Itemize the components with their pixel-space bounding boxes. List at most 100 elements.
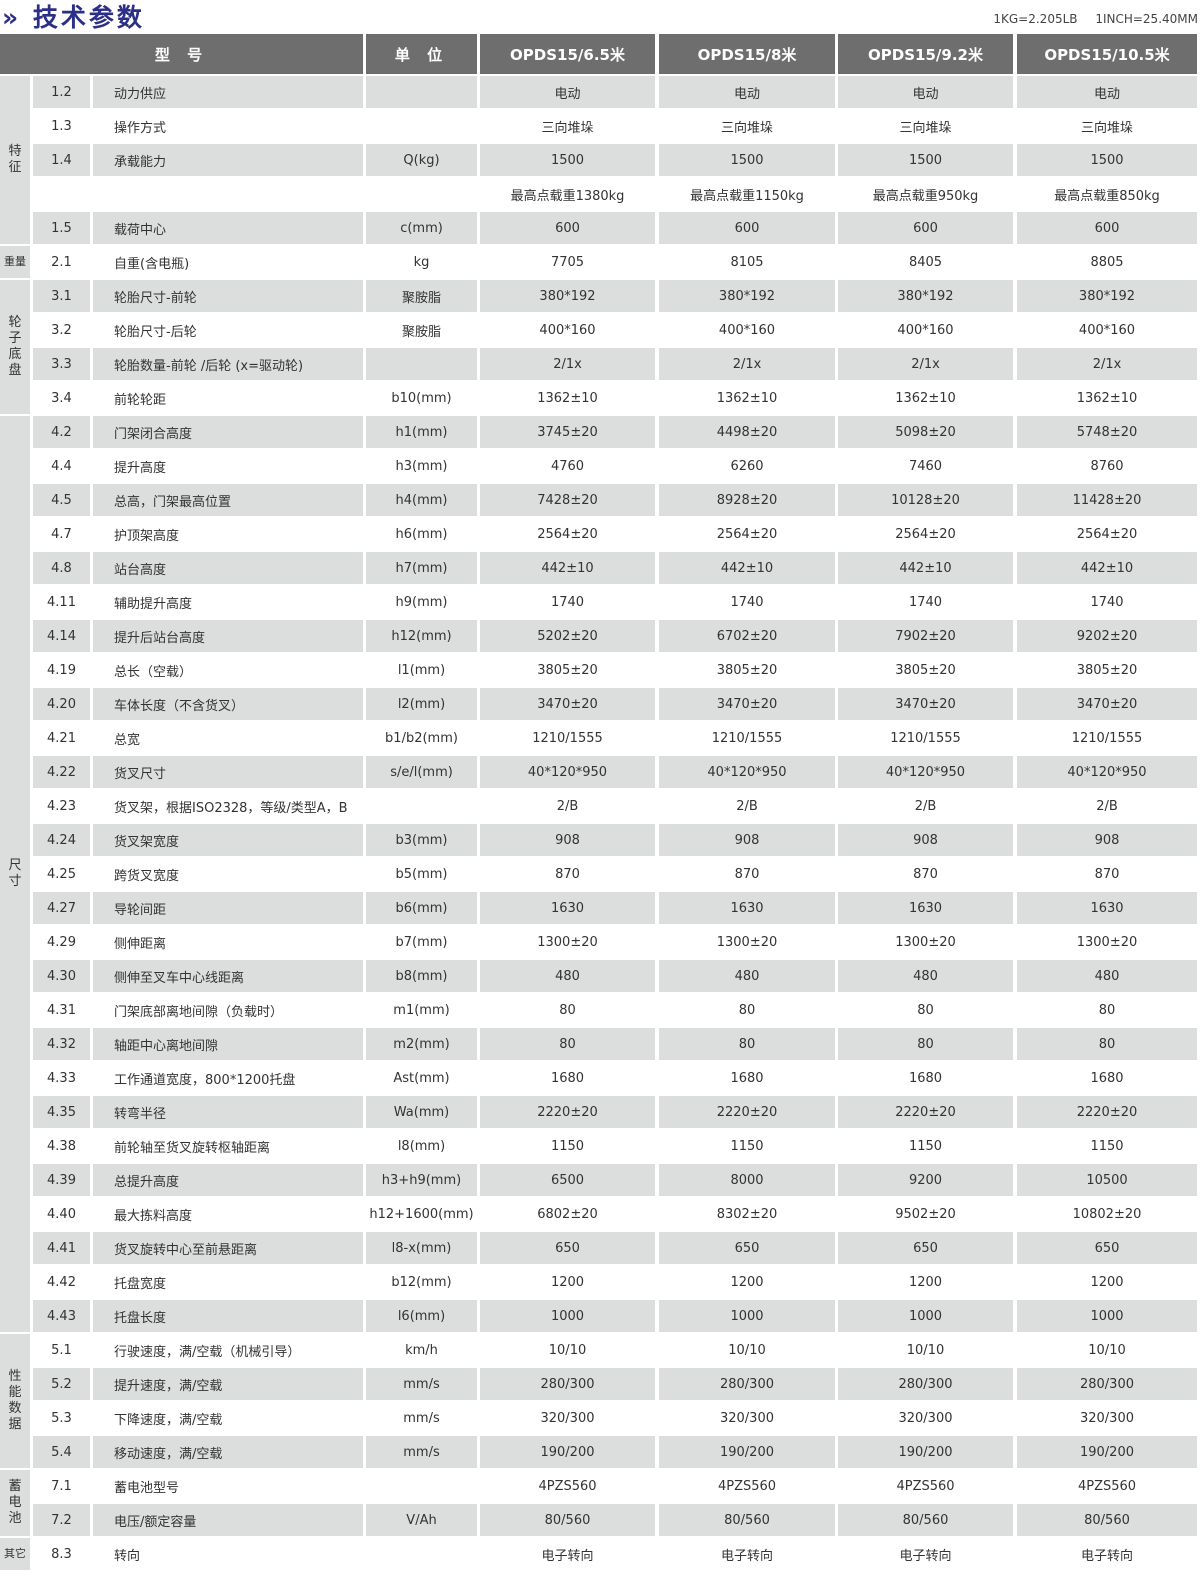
row-value: 2/B <box>736 798 758 814</box>
row-value: 4PZS560 <box>1077 1478 1137 1494</box>
row-unit: b3(mm) <box>366 824 477 856</box>
row-num: 4.27 <box>33 892 90 924</box>
row-value: 电子转向 <box>1080 1548 1133 1564</box>
row-value: 4PZS560 <box>896 1478 955 1494</box>
row-value: 1500 <box>1017 144 1197 176</box>
row-value: 7705 <box>550 254 585 270</box>
row-unit: m2(mm) <box>366 1028 477 1060</box>
row-value: 1000 <box>838 1300 1013 1332</box>
row-value: 870 <box>913 866 938 882</box>
row-value: 10/10 <box>906 1342 945 1358</box>
row-value: 320/300 <box>1079 1410 1134 1426</box>
row-value: 10802±20 <box>1072 1206 1142 1222</box>
row-num: 4.43 <box>33 1300 90 1332</box>
row-num: 4.39 <box>33 1164 90 1196</box>
row-name <box>93 178 363 210</box>
row-value: 2564±20 <box>537 526 598 542</box>
row-value: 1300±20 <box>716 934 778 950</box>
row-value: 电子转向 <box>899 1548 952 1564</box>
row-value: 3745±20 <box>480 416 655 448</box>
group-label: 尺 寸 <box>0 416 30 1332</box>
row-value: 2564±20 <box>716 526 778 542</box>
row-value: 3470±20 <box>480 688 655 720</box>
row-value: 8805 <box>1090 254 1124 270</box>
row-unit: b12(mm) <box>391 1274 452 1290</box>
row-value: 1000 <box>659 1300 835 1332</box>
row-num: 1.4 <box>33 144 90 176</box>
row-value: 8105 <box>730 254 764 270</box>
row-value: 480 <box>480 960 655 992</box>
row-value: 80 <box>738 1002 756 1018</box>
row-value: 1210/1555 <box>532 730 603 746</box>
row-value: 40*120*950 <box>659 756 835 788</box>
row-name: 货叉尺寸 <box>93 756 363 788</box>
row-value: 最高点载重1380kg <box>510 188 625 204</box>
row-value: 9200 <box>838 1164 1013 1196</box>
row-value: 320/300 <box>540 1410 595 1426</box>
row-value: 380*192 <box>1017 280 1197 312</box>
row-value: 4498±20 <box>659 416 835 448</box>
row-value: 11428±20 <box>1017 484 1197 516</box>
row-unit: b1/b2(mm) <box>385 730 458 746</box>
row-num: 4.23 <box>47 798 76 814</box>
row-value: 380*192 <box>480 280 655 312</box>
row-value: 1200 <box>550 1274 585 1290</box>
row-name: 导轮间距 <box>93 892 363 924</box>
row-unit <box>366 76 477 108</box>
row-value: 10128±20 <box>838 484 1013 516</box>
row-name: 转向 <box>114 1548 141 1564</box>
row-num: 1.3 <box>51 118 72 134</box>
row-num: 3.3 <box>33 348 90 380</box>
row-value: 2220±20 <box>838 1096 1013 1128</box>
row-value: 600 <box>480 212 655 244</box>
row-value: 2/1x <box>480 348 655 380</box>
row-value: 280/300 <box>480 1368 655 1400</box>
row-unit <box>366 790 477 822</box>
row-unit: m1(mm) <box>393 1002 450 1018</box>
row-value: 5748±20 <box>1017 416 1197 448</box>
row-value: 1150 <box>550 1138 585 1154</box>
row-num: 1.5 <box>33 212 90 244</box>
row-value: 6802±20 <box>537 1206 598 1222</box>
row-name: 前轮轮距 <box>114 392 167 408</box>
group-label: 其它 <box>0 1538 30 1570</box>
row-value: 320/300 <box>719 1410 774 1426</box>
row-value: 442±10 <box>659 552 835 584</box>
row-value: 2564±20 <box>895 526 956 542</box>
row-name: 轮胎尺寸-后轮 <box>114 324 197 340</box>
row-num: 4.29 <box>47 934 76 950</box>
row-name: 总宽 <box>114 732 141 748</box>
row-name: 移动速度，满/空载 <box>93 1436 363 1468</box>
row-value: 190/200 <box>659 1436 835 1468</box>
row-unit: b6(mm) <box>366 892 477 924</box>
row-value: 1300±20 <box>895 934 956 950</box>
row-value: 1200 <box>1090 1274 1124 1290</box>
row-value: 1740 <box>550 594 585 610</box>
row-value: 1680 <box>1090 1070 1124 1086</box>
row-name: 护顶架高度 <box>114 528 180 544</box>
row-name: 操作方式 <box>114 120 167 136</box>
row-value: 最高点载重950kg <box>872 188 979 204</box>
unit-conversion-note: 1KG=2.205LB 1INCH=25.40MM <box>993 12 1198 26</box>
row-num: 4.42 <box>47 1274 76 1290</box>
row-value: 2220±20 <box>480 1096 655 1128</box>
row-num: 4.24 <box>33 824 90 856</box>
row-name: 侧伸距离 <box>114 936 167 952</box>
row-value: 1362±10 <box>1076 390 1138 406</box>
row-value: 1000 <box>1017 1300 1197 1332</box>
row-value: 9502±20 <box>895 1206 956 1222</box>
row-unit: c(mm) <box>366 212 477 244</box>
row-num: 1.2 <box>33 76 90 108</box>
row-num: 4.33 <box>47 1070 76 1086</box>
row-value: 1630 <box>480 892 655 924</box>
row-value: 1362±10 <box>895 390 956 406</box>
row-num: 4.5 <box>33 484 90 516</box>
row-unit: l8(mm) <box>397 1138 446 1154</box>
row-value: 80/560 <box>480 1504 655 1536</box>
row-num: 5.4 <box>33 1436 90 1468</box>
row-unit: l8-x(mm) <box>366 1232 477 1264</box>
row-value: 280/300 <box>838 1368 1013 1400</box>
row-name: 托盘宽度 <box>114 1276 167 1292</box>
row-num: 4.2 <box>33 416 90 448</box>
row-unit: l2(mm) <box>366 688 477 720</box>
